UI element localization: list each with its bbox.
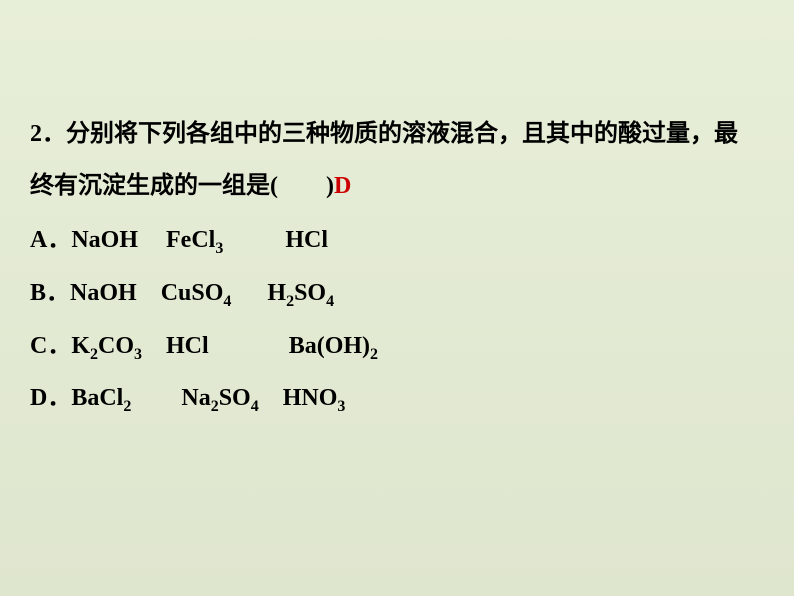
option-b-s3sub2: 4 (326, 293, 334, 310)
option-c-s1b: CO (98, 333, 134, 359)
option-c-s3a: Ba(OH) (289, 333, 370, 359)
option-a: A．NaOH FeCl3 HCl (30, 214, 764, 267)
option-a-s1: NaOH (71, 227, 138, 253)
question-line1: 分别将下列各组中的三种物质的溶液混合，且其中的酸过量，最 (66, 121, 738, 147)
option-b-s2a: CuSO (161, 280, 224, 306)
option-c-s1sub1: 2 (90, 345, 98, 362)
option-d: D．BaCl2Na2SO4HNO3 (30, 372, 764, 425)
question-text: 2．分别将下列各组中的三种物质的溶液混合，且其中的酸过量，最 (30, 110, 764, 158)
option-b-s3sub1: 2 (286, 293, 294, 310)
option-d-s2b: SO (219, 385, 251, 411)
option-b-s2sub: 4 (223, 293, 231, 310)
option-b-s3b: SO (294, 280, 326, 306)
option-c-s1sub2: 3 (134, 345, 142, 362)
option-a-label: A． (30, 227, 71, 253)
question-number: 2． (30, 121, 66, 147)
option-b-label: B． (30, 280, 70, 306)
option-d-s2sub1: 2 (211, 398, 219, 415)
question-text-2: 终有沉淀生成的一组是( )D (30, 162, 764, 210)
option-a-s2sub: 3 (215, 240, 223, 257)
option-b: B．NaOHCuSO4H2SO4 (30, 267, 764, 320)
option-b-s1: NaOH (70, 280, 137, 306)
option-d-s2a: Na (181, 385, 210, 411)
option-d-s2sub2: 4 (251, 398, 259, 415)
option-a-s3: HCl (285, 227, 328, 253)
option-c-s2: HCl (166, 333, 209, 359)
option-b-s3a: H (267, 280, 286, 306)
option-d-s1sub: 2 (123, 398, 131, 415)
option-c-s1a: K (71, 333, 90, 359)
option-d-s3a: HNO (283, 385, 338, 411)
option-d-s1a: BaCl (71, 385, 123, 411)
option-a-s2a: FeCl (166, 227, 215, 253)
option-c-s3sub: 2 (370, 345, 378, 362)
question-line2: 终有沉淀生成的一组是( ) (30, 173, 334, 199)
answer-letter: D (334, 173, 351, 199)
option-c-label: C． (30, 333, 71, 359)
option-c: C．K2CO3HClBa(OH)2 (30, 320, 764, 373)
option-d-s3sub: 3 (337, 398, 345, 415)
option-d-label: D． (30, 385, 71, 411)
